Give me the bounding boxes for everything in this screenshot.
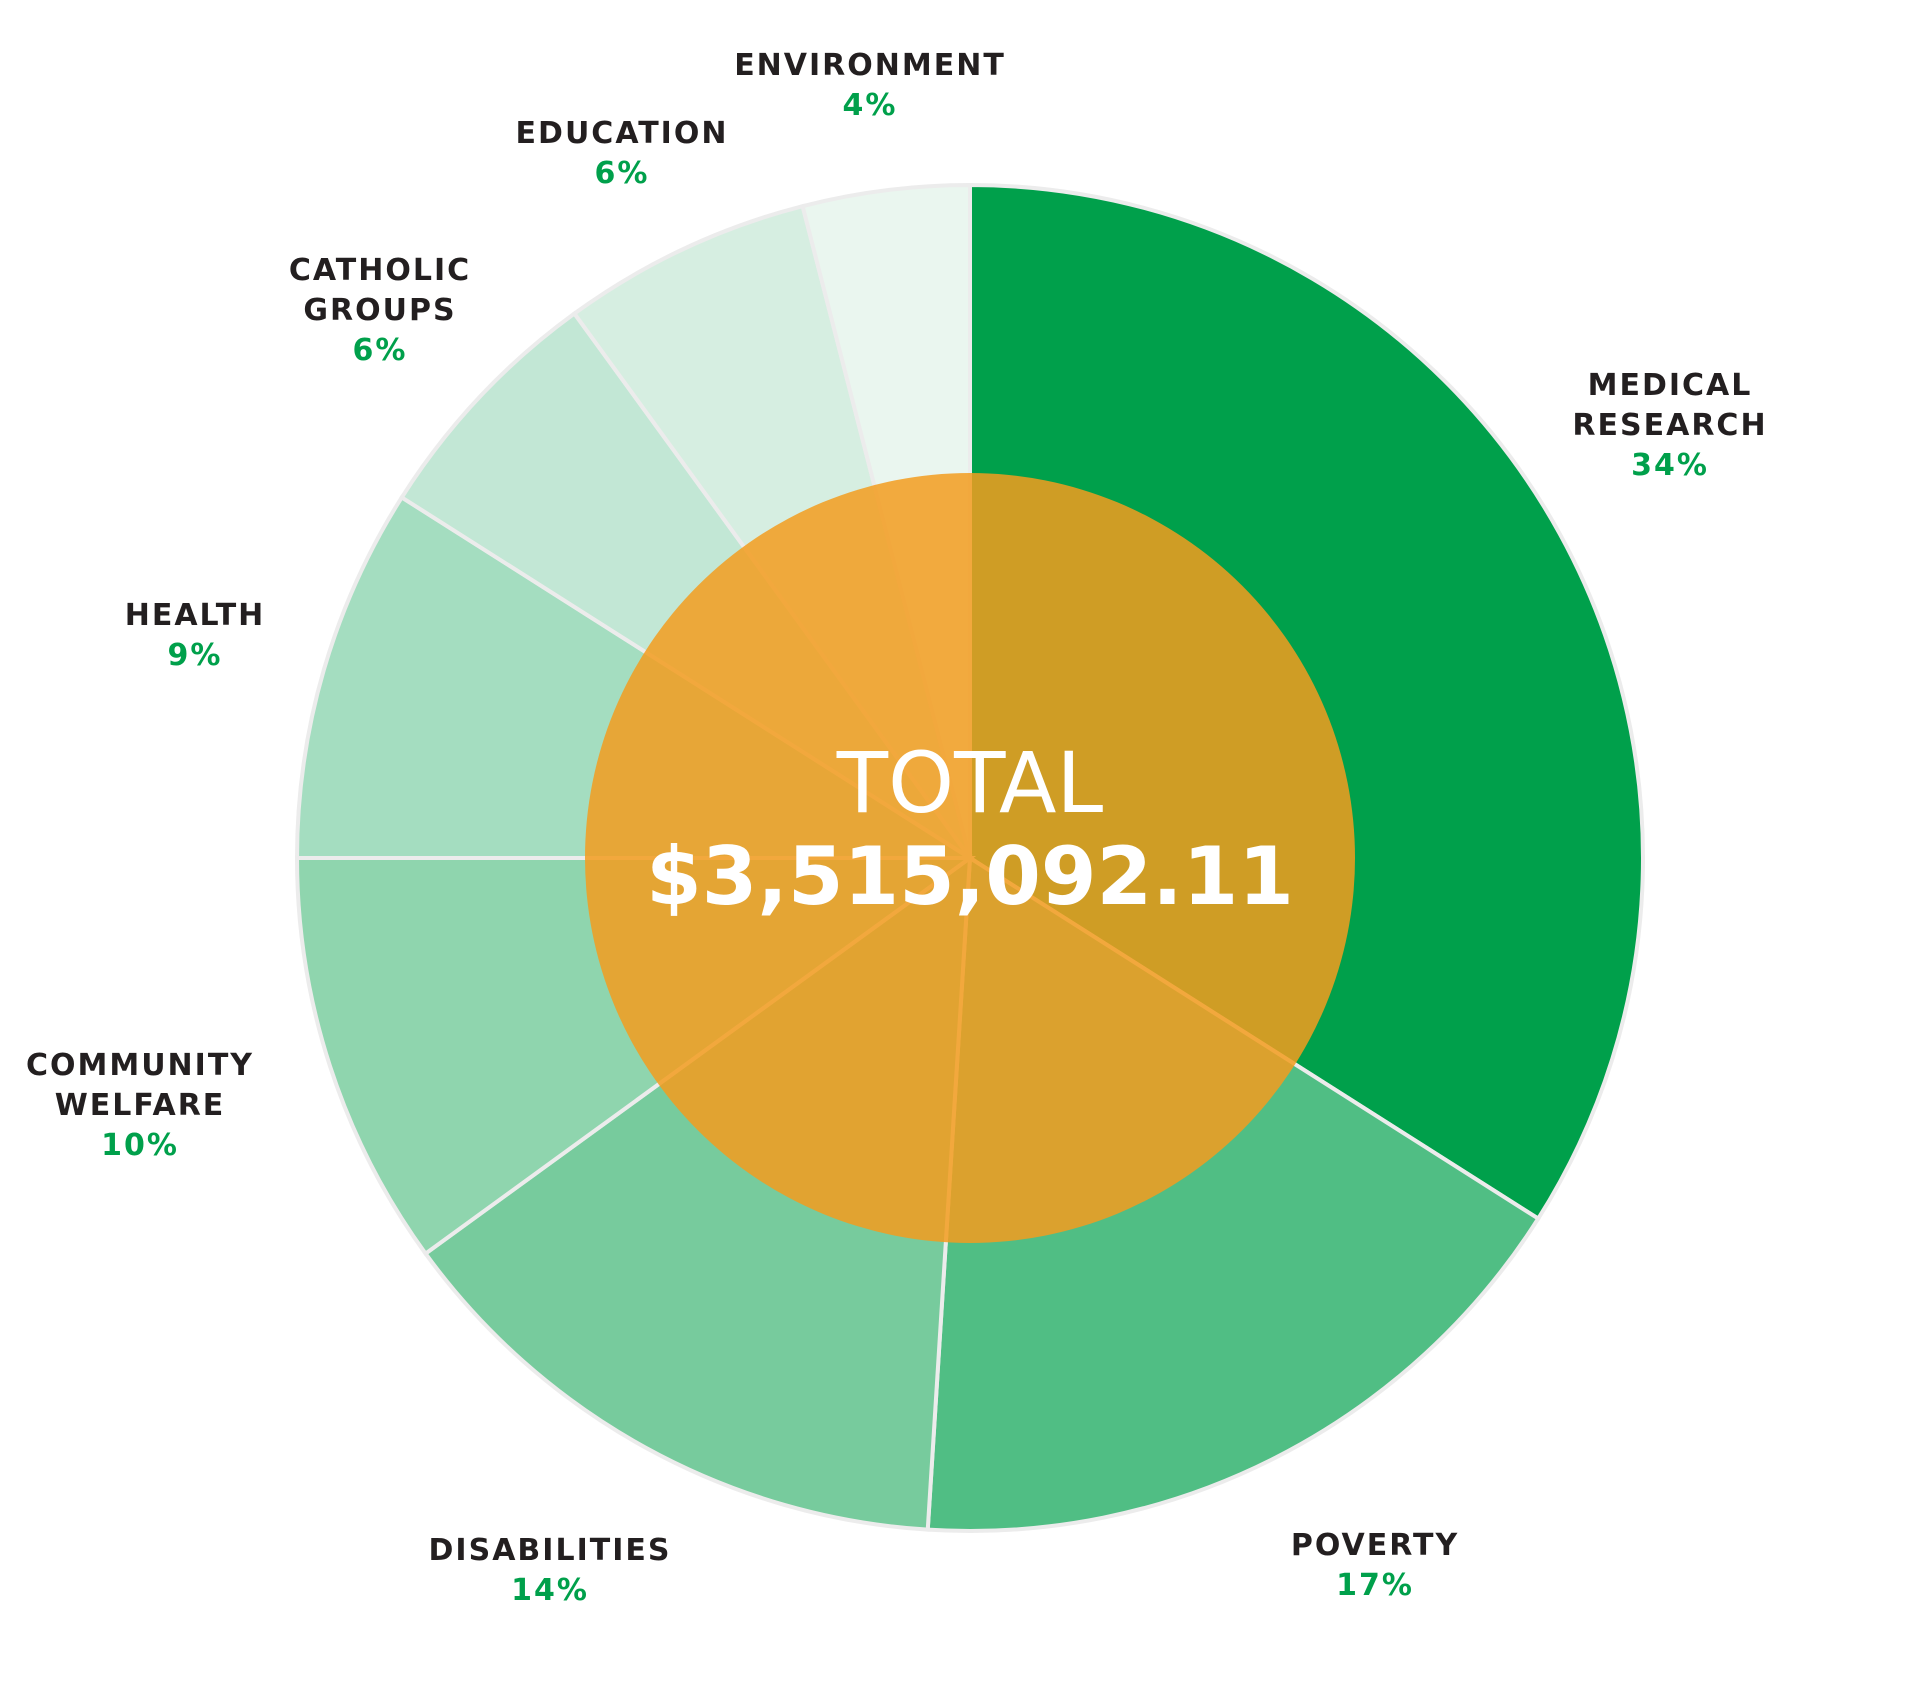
center-title: TOTAL [836,734,1104,832]
slice-label-medical-research: MEDICAL RESEARCH 34% [1572,368,1767,483]
slice-label-name-line: HEALTH [125,598,266,633]
slice-labels: MEDICAL RESEARCH 34% POVERTY 17% DISABILITIES… [26,48,1767,1608]
slice-label-name-line: POVERTY [1291,1528,1459,1563]
slice-label-health: HEALTH 9% [125,598,266,673]
slice-label-name-line: EDUCATION [516,116,729,151]
slice-label-poverty: POVERTY 17% [1291,1528,1459,1603]
slice-label-name-line: ENVIRONMENT [734,48,1006,83]
slice-label-percent: 6% [595,156,650,191]
center-total-value: $3,515,092.11 [646,830,1294,923]
slice-label-name-line: CATHOLIC [289,253,471,288]
slice-label-catholic-groups: CATHOLIC GROUPS 6% [289,253,471,368]
center-total-disc [585,473,1355,1243]
slice-label-name-line: GROUPS [303,293,456,328]
slice-label-percent: 14% [511,1573,589,1608]
slice-label-name-line: RESEARCH [1572,408,1767,443]
slice-label-percent: 10% [101,1128,179,1163]
slice-label-environment: ENVIRONMENT 4% [734,48,1006,123]
slice-label-percent: 17% [1336,1568,1414,1603]
slice-label-name-line: MEDICAL [1588,368,1753,403]
slice-label-community-welfare: COMMUNITY WELFARE 10% [26,1048,254,1163]
slice-label-percent: 6% [353,333,408,368]
slice-label-name-line: WELFARE [55,1088,226,1123]
slice-label-name-line: COMMUNITY [26,1048,254,1083]
slice-label-percent: 4% [843,88,898,123]
slice-label-name-line: DISABILITIES [429,1533,672,1568]
slice-label-education: EDUCATION 6% [516,116,729,191]
slice-label-percent: 34% [1631,448,1709,483]
slice-label-disabilities: DISABILITIES 14% [429,1533,672,1608]
slice-label-percent: 9% [168,638,223,673]
